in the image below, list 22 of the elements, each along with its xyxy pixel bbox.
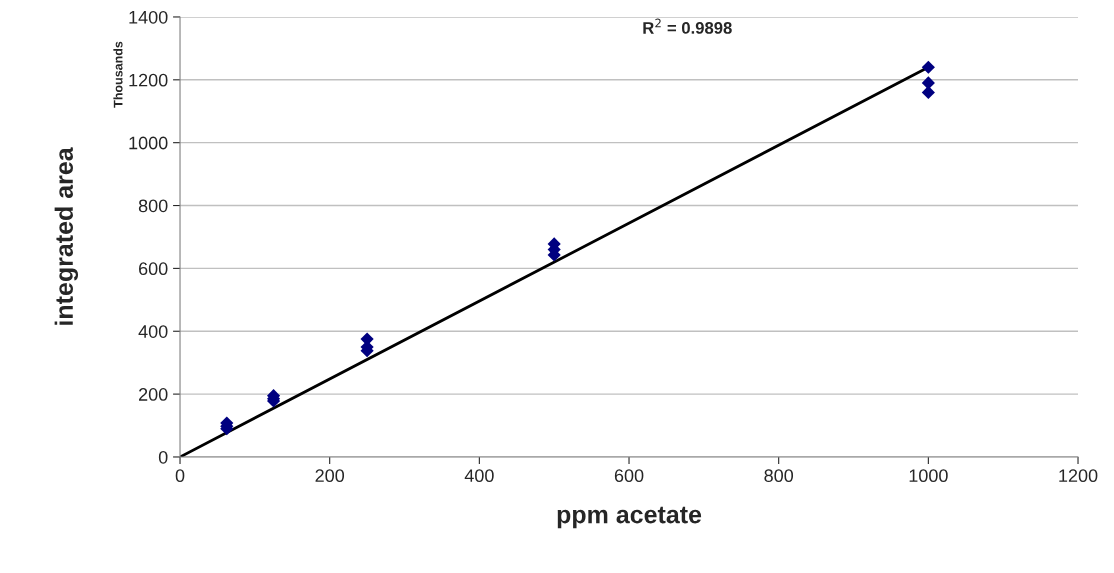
x-tick-label: 200 — [315, 469, 345, 483]
annotation: R$^{2}$ = 0.9898 — [643, 18, 732, 34]
x-tick-label: 400 — [464, 469, 494, 483]
x-tick-label: 600 — [614, 469, 644, 483]
text: Thousands — [113, 41, 123, 108]
point — [921, 85, 935, 99]
y-tick-label: 800 — [138, 199, 168, 213]
point — [921, 76, 935, 90]
x-tick-label: 1200 — [1059, 469, 1098, 483]
point — [921, 60, 935, 74]
y-tick-label: 200 — [139, 388, 168, 401]
x-tick-label: 1000 — [909, 469, 948, 483]
y-tick-label: 1200 — [129, 73, 168, 87]
x-axis-title: ppm acetate — [557, 506, 702, 529]
y-tick-label: 0 — [158, 450, 168, 464]
x-tick-label: 0 — [175, 469, 185, 483]
y-tick-label: 1400 — [129, 10, 168, 24]
y-tick-label: 600 — [139, 262, 168, 276]
x-tick-label: 800 — [764, 469, 794, 483]
y-axis-title: integrated area — [54, 147, 79, 325]
y-tick-label: 1000 — [129, 136, 168, 150]
y-tick-label: 400 — [138, 325, 168, 338]
